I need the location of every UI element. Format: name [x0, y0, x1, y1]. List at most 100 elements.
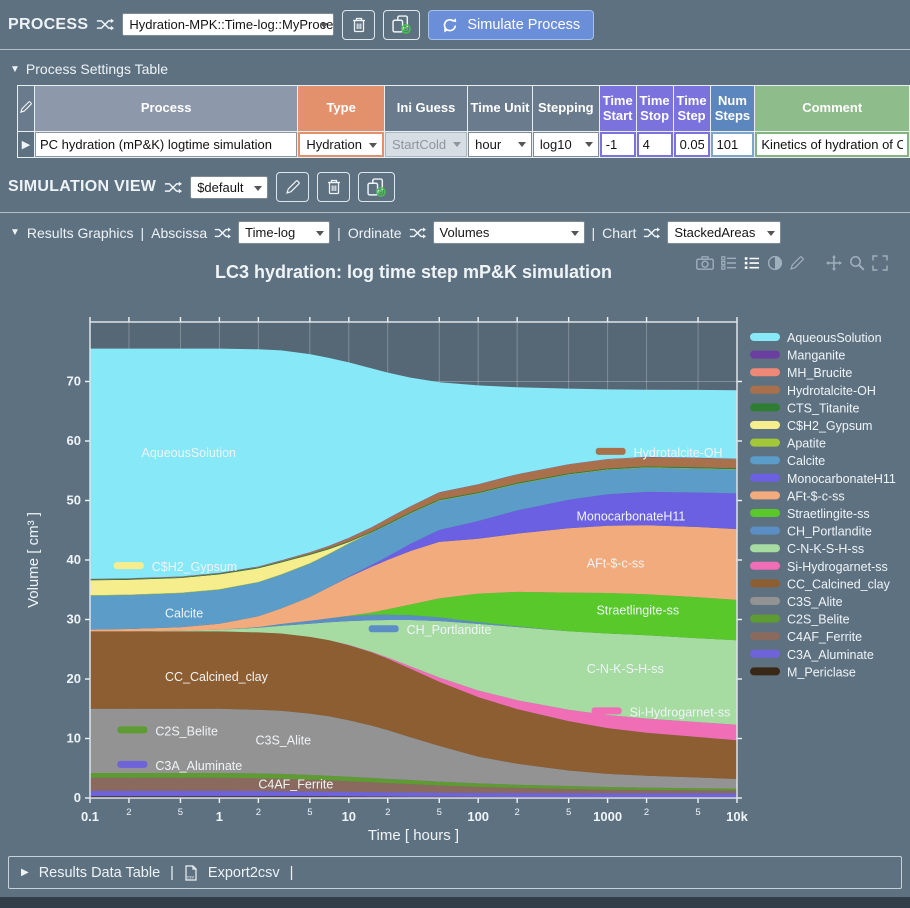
legend-swatch[interactable]: [750, 491, 780, 500]
stepping-select[interactable]: log10: [532, 132, 599, 157]
process-selector[interactable]: Hydration-MPK::Time-log::MyProcess: [122, 13, 335, 36]
chart-annotation: C3A_Aluminate: [155, 759, 242, 773]
results-chart[interactable]: 0.1 2 5 1 2 5 10 2 5 100 2 5 1000 2 5 10k 0 10 20 30 40 50 60 7…: [0, 252, 910, 852]
time-unit-select[interactable]: hour: [468, 132, 532, 157]
legend-label[interactable]: CTS_Titanite: [787, 401, 860, 415]
camera-icon[interactable]: [696, 256, 714, 270]
legend-label[interactable]: C2S_Belite: [787, 613, 850, 627]
legend-label[interactable]: Straetlingite-ss: [787, 507, 870, 521]
legend-swatch[interactable]: [750, 632, 780, 641]
contrast-icon[interactable]: [767, 255, 783, 271]
zoom-icon[interactable]: [849, 255, 865, 271]
chart-title: LC3 hydration: log time step mP&K simula…: [215, 262, 612, 282]
area-CH_Portlandite: [90, 614, 737, 641]
col-header-process: Process: [33, 85, 299, 132]
chart-annotation: Straetlingite-ss: [596, 604, 679, 618]
shuffle-icon: [214, 227, 231, 239]
divider: |: [170, 864, 174, 881]
legend-label[interactable]: MH_Brucite: [787, 366, 852, 380]
view-selector[interactable]: $default: [190, 175, 269, 199]
legend-label[interactable]: M_Periclase: [787, 665, 856, 679]
legend-label[interactable]: Apatite: [787, 437, 826, 451]
simulate-process-button[interactable]: Simulate Process: [428, 9, 595, 40]
ordinate-select[interactable]: Volumes: [432, 221, 585, 244]
legend-swatch[interactable]: [750, 509, 780, 517]
delete-view-button[interactable]: [317, 172, 351, 202]
comment-input[interactable]: [755, 132, 909, 157]
legend-label[interactable]: CC_Calcined_clay: [787, 577, 891, 591]
legend-swatch[interactable]: [750, 350, 780, 359]
legend-swatch[interactable]: [750, 614, 780, 623]
row-expander[interactable]: ▶: [17, 131, 35, 158]
legend-swatch[interactable]: [750, 597, 780, 605]
time-stop-input[interactable]: [636, 132, 673, 157]
clone-view-button[interactable]: [358, 172, 396, 202]
legend-label[interactable]: Hydrotalcite-OH: [787, 384, 876, 398]
legend-swatch[interactable]: [750, 667, 780, 676]
export-csv-button[interactable]: Export2csv: [207, 864, 280, 881]
ini-guess-select[interactable]: StartCold: [384, 132, 468, 157]
time-step-input[interactable]: [673, 132, 710, 157]
legend-label[interactable]: AqueousSolution: [787, 331, 882, 345]
legend-label[interactable]: Calcite: [787, 454, 825, 468]
results-graphics-label[interactable]: Results Graphics: [26, 224, 134, 241]
time-start-input[interactable]: [599, 132, 636, 157]
legend-swatch[interactable]: [750, 456, 780, 465]
svg-text:60: 60: [67, 433, 81, 448]
num-steps-input[interactable]: [710, 132, 755, 157]
legend-swatch[interactable]: [750, 473, 780, 482]
legend-swatch[interactable]: [750, 544, 780, 553]
chart-annotation: AqueousSolution: [141, 446, 236, 460]
col-header-time-stop: Time Stop: [635, 85, 674, 132]
edit-view-button[interactable]: [276, 172, 310, 202]
svg-text:0: 0: [74, 790, 81, 805]
chart-annotation: C3S_Alite: [255, 733, 311, 747]
chart-type-select[interactable]: StackedAreas: [667, 221, 782, 244]
legend-label[interactable]: Si-Hydrogarnet-ss: [787, 560, 888, 574]
annotation-swatch: [595, 447, 626, 455]
chart-toolbar: [696, 255, 888, 271]
legend-swatch[interactable]: [750, 526, 780, 535]
view-selector-value: $default: [197, 179, 244, 195]
draw-pencil-icon[interactable]: [790, 256, 804, 270]
simulation-view-title: SIMULATION VIEW: [8, 178, 157, 195]
legend-swatch[interactable]: [750, 438, 780, 447]
legend-label[interactable]: MonocarbonateH11: [787, 472, 896, 486]
legend-swatch[interactable]: [750, 403, 780, 412]
toggle-hover-icon[interactable]: [721, 256, 737, 270]
legend-swatch[interactable]: [750, 561, 780, 570]
legend-label[interactable]: CH_Portlandite: [787, 525, 872, 539]
legend-label[interactable]: C3A_Aluminate: [787, 648, 874, 662]
settings-section-header[interactable]: ▼ Process Settings Table: [10, 61, 910, 77]
legend-swatch[interactable]: [750, 333, 780, 341]
svg-text:5: 5: [178, 807, 183, 818]
svg-text:5: 5: [437, 807, 442, 818]
legend-label[interactable]: C3S_Alite: [787, 595, 843, 609]
legend-swatch[interactable]: [750, 385, 780, 394]
autoscale-icon[interactable]: [872, 255, 888, 271]
legend-list-icon[interactable]: [744, 256, 760, 270]
delete-process-button[interactable]: [342, 9, 376, 40]
svg-text:20: 20: [67, 671, 81, 686]
legend-label[interactable]: C-N-K-S-H-ss: [787, 542, 864, 556]
process-name-input[interactable]: [35, 132, 298, 157]
legend-swatch[interactable]: [750, 579, 780, 588]
svg-text:10: 10: [342, 809, 356, 824]
bottom-strip: [0, 897, 910, 908]
legend-label[interactable]: C$H2_Gypsum: [787, 419, 872, 433]
type-select[interactable]: Hydration: [298, 132, 384, 157]
legend-swatch[interactable]: [750, 649, 780, 658]
legend-label[interactable]: AFt-$-c-ss: [787, 489, 845, 503]
results-table-label[interactable]: Results Data Table: [38, 864, 161, 881]
legend-label[interactable]: C4AF_Ferrite: [787, 630, 862, 644]
chart-annotation: CH_Portlandite: [407, 623, 492, 637]
shuffle-icon: [409, 227, 426, 239]
abscissa-select[interactable]: Time-log: [238, 221, 331, 244]
area-C$H2_Gypsum: [90, 467, 737, 596]
clone-process-button[interactable]: [383, 9, 421, 40]
pan-icon[interactable]: [826, 255, 842, 271]
legend-swatch[interactable]: [750, 421, 780, 429]
legend-swatch[interactable]: [750, 368, 780, 377]
settings-data-row: ▶ Hydration StartCold hour log10: [17, 131, 910, 158]
legend-label[interactable]: Manganite: [787, 349, 845, 363]
